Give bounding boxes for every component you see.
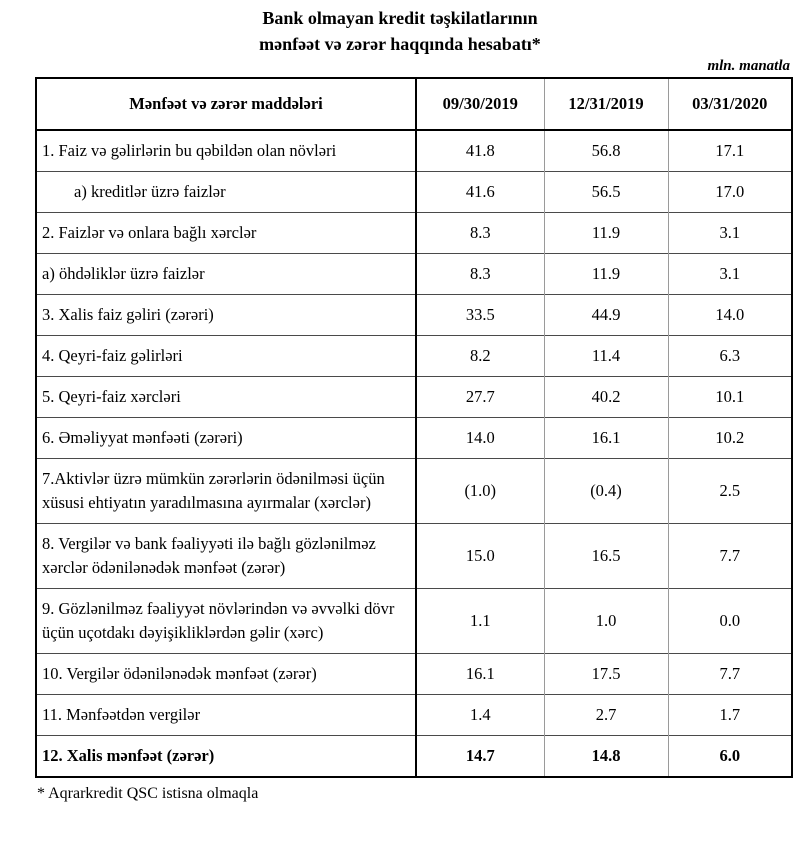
row-value-cell: 8.3: [416, 212, 545, 254]
header-date-cell: 09/30/2019: [416, 78, 545, 131]
row-label-cell: 11. Mənfəətdən vergilər: [36, 694, 417, 736]
row-value-cell: 16.1: [544, 417, 669, 459]
row-value-cell: 7.7: [668, 523, 792, 589]
table-row: 8. Vergilər və bank fəaliyyəti ilə bağlı…: [36, 523, 792, 589]
footnote: * Aqrarkredit QSC istisna olmaqla: [37, 785, 259, 802]
row-label-cell: 3. Xalis faiz gəliri (zərəri): [36, 294, 417, 336]
row-value-cell: 14.0: [416, 417, 545, 459]
row-label-cell: 1. Faiz və gəlirlərin bu qəbildən olan n…: [36, 130, 417, 172]
row-value-cell: 2.7: [544, 694, 669, 736]
row-value-cell: (0.4): [544, 458, 669, 524]
row-label-cell: a) öhdəliklər üzrə faizlər: [36, 253, 417, 295]
header-date-cell: 03/31/2020: [668, 78, 792, 131]
row-value-cell: 6.0: [668, 735, 792, 777]
unit-note: mln. manatla: [707, 58, 790, 74]
row-label-cell: 4. Qeyri-faiz gəlirləri: [36, 335, 417, 377]
row-value-cell: 40.2: [544, 376, 669, 418]
row-value-cell: (1.0): [416, 458, 545, 524]
table-row: 5. Qeyri-faiz xərcləri 27.7 40.2 10.1: [36, 376, 792, 418]
table-row: 6. Əməliyyat mənfəəti (zərəri) 14.0 16.1 10…: [36, 417, 792, 459]
row-value-cell: 14.0: [668, 294, 792, 336]
row-label-cell: 5. Qeyri-faiz xərcləri: [36, 376, 417, 418]
row-label-cell: 7.Aktivlər üzrə mümkün zərərlərin ödənil…: [36, 458, 417, 524]
row-value-cell: 56.8: [544, 130, 669, 172]
table-row: a) kreditlər üzrə faizlər 41.6 56.5 17.0: [36, 171, 792, 213]
table-row: a) öhdəliklər üzrə faizlər 8.3 11.9 3.1: [36, 253, 792, 295]
page-title: Bank olmayan kredit təşkilatlarının mənf…: [0, 0, 800, 57]
row-value-cell: 1.4: [416, 694, 545, 736]
table-row: 9. Gözlənilməz fəaliyyət növlərindən və …: [36, 588, 792, 654]
row-value-cell: 8.3: [416, 253, 545, 295]
row-value-cell: 17.0: [668, 171, 792, 213]
row-value-cell: 6.3: [668, 335, 792, 377]
row-value-cell: 11.4: [544, 335, 669, 377]
table-header-row: Mənfəət və zərər maddələri 09/30/2019 12…: [36, 78, 792, 131]
row-value-cell: 17.5: [544, 653, 669, 695]
row-value-cell: 1.1: [416, 588, 545, 654]
table-row: 10. Vergilər ödənilənədək mənfəət (zərər…: [36, 653, 792, 695]
row-label-cell: 12. Xalis mənfəət (zərər): [36, 735, 417, 777]
row-value-cell: 14.7: [416, 735, 545, 777]
row-value-cell: 41.6: [416, 171, 545, 213]
row-value-cell: 27.7: [416, 376, 545, 418]
table-header: Mənfəət və zərər maddələri 09/30/2019 12…: [36, 78, 792, 131]
header-date-cell: 12/31/2019: [544, 78, 669, 131]
row-value-cell: 44.9: [544, 294, 669, 336]
table-row: 1. Faiz və gəlirlərin bu qəbildən olan n…: [36, 130, 792, 172]
page-title-line2: mənfəət və zərər haqqında hesabatı*: [259, 34, 541, 54]
row-value-cell: 0.0: [668, 588, 792, 654]
profit-loss-table: Mənfəət və zərər maddələri 09/30/2019 12…: [35, 77, 793, 778]
row-value-cell: 2.5: [668, 458, 792, 524]
row-value-cell: 15.0: [416, 523, 545, 589]
row-value-cell: 16.5: [544, 523, 669, 589]
row-value-cell: 16.1: [416, 653, 545, 695]
row-value-cell: 1.0: [544, 588, 669, 654]
row-value-cell: 56.5: [544, 171, 669, 213]
row-value-cell: 10.1: [668, 376, 792, 418]
row-value-cell: 41.8: [416, 130, 545, 172]
row-value-cell: 11.9: [544, 212, 669, 254]
row-value-cell: 11.9: [544, 253, 669, 295]
row-label-cell: a) kreditlər üzrə faizlər: [36, 171, 417, 213]
header-label-cell: Mənfəət və zərər maddələri: [36, 78, 417, 131]
row-value-cell: 17.1: [715, 141, 745, 160]
page-title-line1: Bank olmayan kredit təşkilatlarının: [262, 8, 538, 28]
row-value-cell: 10.2: [668, 417, 792, 459]
row-value-cell: 8.2: [416, 335, 545, 377]
row-label-cell: 8. Vergilər və bank fəaliyyəti ilə bağlı…: [36, 523, 417, 589]
table-row: 12. Xalis mənfəət (zərər) 14.7 14.8 6.0: [36, 735, 792, 777]
row-value-cell: 1.7: [668, 694, 792, 736]
row-label-cell: 2. Faizlər və onlara bağlı xərclər: [36, 212, 417, 254]
row-value-cell: 14.8: [544, 735, 669, 777]
table-row: 2. Faizlər və onlara bağlı xərclər 8.3 11.…: [36, 212, 792, 254]
row-value-cell: 3.1: [668, 253, 792, 295]
row-label-cell: 9. Gözlənilməz fəaliyyət növlərindən və …: [36, 588, 417, 654]
row-label-cell: 10. Vergilər ödənilənədək mənfəət (zərər…: [36, 653, 417, 695]
table-row: 3. Xalis faiz gəliri (zərəri) 33.5 44.9 14.…: [36, 294, 792, 336]
row-value-cell: 33.5: [416, 294, 545, 336]
row-value-cell: 7.7: [668, 653, 792, 695]
table-row: 7.Aktivlər üzrə mümkün zərərlərin ödənil…: [36, 458, 792, 524]
table-body: 1. Faiz və gəlirlərin bu qəbildən olan n…: [36, 130, 792, 777]
row-label-cell: 6. Əməliyyat mənfəəti (zərəri): [36, 417, 417, 459]
table-row: 4. Qeyri-faiz gəlirləri 8.2 11.4 6.3: [36, 335, 792, 377]
row-value-cell: 3.1: [668, 212, 792, 254]
table-row: 11. Mənfəətdən vergilər 1.4 2.7 1.7: [36, 694, 792, 736]
